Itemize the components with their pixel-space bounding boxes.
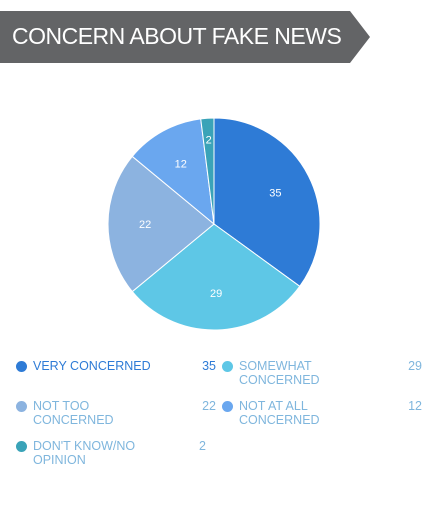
legend-label: NOT AT ALL CONCERNED	[239, 399, 320, 427]
pie-data-label: 22	[139, 219, 151, 231]
legend-value: 35	[202, 359, 216, 373]
legend-label: SOMEWHAT CONCERNED	[239, 359, 320, 387]
legend-item-not-at-all-concerned: NOT AT ALL CONCERNED 12	[222, 399, 422, 439]
legend-item-somewhat-concerned: SOMEWHAT CONCERNED 29	[222, 359, 422, 399]
legend-label: VERY CONCERNED	[33, 359, 151, 373]
pie-slice-very-concerned	[213, 117, 321, 288]
legend-value: 29	[408, 359, 422, 373]
legend-dot	[222, 361, 233, 372]
pie-slice-don-t-know-no-opinion	[200, 117, 215, 225]
title-banner-shape	[0, 11, 370, 63]
legend-item-dont-know: DON'T KNOW/NO OPINION 2	[16, 439, 206, 479]
legend-label: DON'T KNOW/NO OPINION	[33, 439, 136, 467]
title-banner: CONCERN ABOUT FAKE NEWS	[0, 11, 370, 63]
pie-data-labels: 35 29 22 12 2	[139, 134, 282, 299]
legend-dot	[16, 401, 27, 412]
pie-slice-somewhat-concerned	[131, 223, 301, 331]
pie-data-label: 2	[206, 134, 212, 146]
legend-dot	[16, 361, 27, 372]
legend-value: 12	[408, 399, 422, 413]
legend-label: NOT TOO CONCERNED	[33, 399, 114, 427]
pie-data-label: 35	[269, 188, 281, 200]
legend-value: 22	[202, 399, 216, 413]
legend-item-not-too-concerned: NOT TOO CONCERNED 22	[16, 399, 216, 439]
legend-dot	[222, 401, 233, 412]
pie-slice-not-at-all-concerned	[131, 118, 215, 226]
pie-data-label: 29	[210, 288, 222, 300]
pie-slice-not-too-concerned	[107, 155, 215, 293]
pie-slices	[107, 117, 321, 331]
legend-item-very-concerned: VERY CONCERNED 35	[16, 359, 216, 399]
legend-dot	[16, 441, 27, 452]
legend-value: 2	[199, 439, 206, 453]
pie-data-label: 12	[175, 159, 187, 171]
chart-title: CONCERN ABOUT FAKE NEWS	[12, 23, 342, 49]
